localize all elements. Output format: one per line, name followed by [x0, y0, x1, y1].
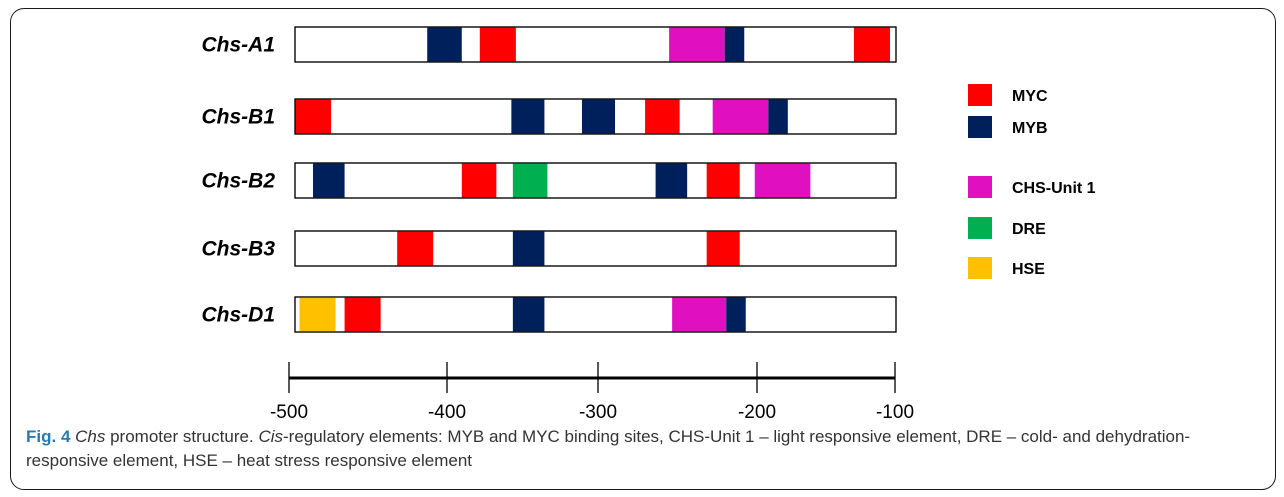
promoter-bar: [294, 296, 897, 333]
promoter-label: Chs-A1: [201, 34, 275, 57]
caption-desc-italic: Cis: [258, 427, 283, 446]
element-myc: [706, 231, 740, 266]
legend-swatch: [968, 257, 992, 279]
element-myc: [295, 99, 332, 134]
legend-item-myc: MYC: [968, 84, 1048, 106]
scale-tick-label: -200: [738, 402, 776, 420]
promoter-bar-outline: [294, 98, 897, 135]
legend-label: MYC: [1012, 88, 1048, 105]
element-myc: [461, 163, 497, 198]
scale-tick-label: -300: [579, 402, 617, 420]
element-myb: [655, 163, 688, 198]
promoter-label: Chs-B1: [201, 106, 275, 129]
scale-tick-label: -500: [270, 402, 308, 420]
figure-caption: Fig. 4 Chs promoter structure. Cis-regul…: [26, 425, 1261, 473]
legend-swatch: [968, 217, 992, 239]
element-myb: [313, 163, 345, 198]
element-myb: [511, 99, 545, 134]
element-hse: [299, 297, 336, 332]
element-chs: [754, 163, 811, 198]
element-chs: [672, 297, 727, 332]
caption-desc-rest: -regulatory elements: MYB and MYC bindin…: [26, 427, 1191, 470]
promoter-bar-outline: [294, 162, 897, 199]
element-myc: [853, 27, 890, 62]
legend-item-myb: MYB: [968, 116, 1048, 138]
figure-label: Fig. 4: [26, 427, 71, 446]
caption-title-rest: promoter structure.: [105, 427, 259, 446]
scale-tick-label: -400: [428, 402, 466, 420]
scale-tick-label: -100: [876, 402, 914, 420]
legend-item-dre: DRE: [968, 217, 1046, 239]
element-myc: [397, 231, 434, 266]
promoter-row: Chs-B1: [201, 98, 897, 135]
promoter-bar-outline: [294, 26, 897, 63]
legend-item-hse: HSE: [968, 257, 1045, 279]
promoter-bar: [294, 26, 897, 63]
element-myc: [344, 297, 381, 332]
legend-item-chs: CHS-Unit 1: [968, 176, 1096, 198]
element-myb: [768, 99, 788, 134]
legend-label: MYB: [1012, 120, 1048, 137]
promoter-bar-outline: [294, 230, 897, 267]
promoter-row: Chs-B3: [201, 230, 897, 267]
promoter-label: Chs-B3: [201, 238, 275, 261]
legend-label: HSE: [1012, 261, 1045, 278]
element-myc: [479, 27, 516, 62]
element-myb: [512, 231, 545, 266]
promoter-diagram: Chs-A1 Chs-B1 Chs-B2 Chs-B3 Chs-D1 -500 -400 -3…: [201, 26, 1096, 420]
legend-swatch: [968, 176, 992, 198]
legend-swatch: [968, 84, 992, 106]
legend-label: DRE: [1012, 221, 1046, 238]
element-myb: [581, 99, 616, 134]
legend-label: CHS-Unit 1: [1012, 180, 1096, 197]
promoter-row: Chs-D1: [201, 296, 897, 333]
promoter-bar: [294, 230, 897, 267]
element-dre: [512, 163, 548, 198]
promoter-bar-outline: [294, 296, 897, 333]
element-chs: [712, 99, 769, 134]
caption-title-italic: Chs: [75, 427, 106, 446]
element-chs: [669, 27, 725, 62]
element-myc: [706, 163, 740, 198]
element-myb: [724, 27, 745, 62]
element-myb: [512, 297, 545, 332]
promoter-label: Chs-B2: [201, 170, 275, 193]
promoter-row: Chs-B2: [201, 162, 897, 199]
legend-swatch: [968, 116, 992, 138]
element-myb: [427, 27, 462, 62]
element-myb: [726, 297, 746, 332]
element-myc: [645, 99, 680, 134]
promoter-label: Chs-D1: [201, 304, 275, 327]
promoter-row: Chs-A1: [201, 26, 897, 63]
